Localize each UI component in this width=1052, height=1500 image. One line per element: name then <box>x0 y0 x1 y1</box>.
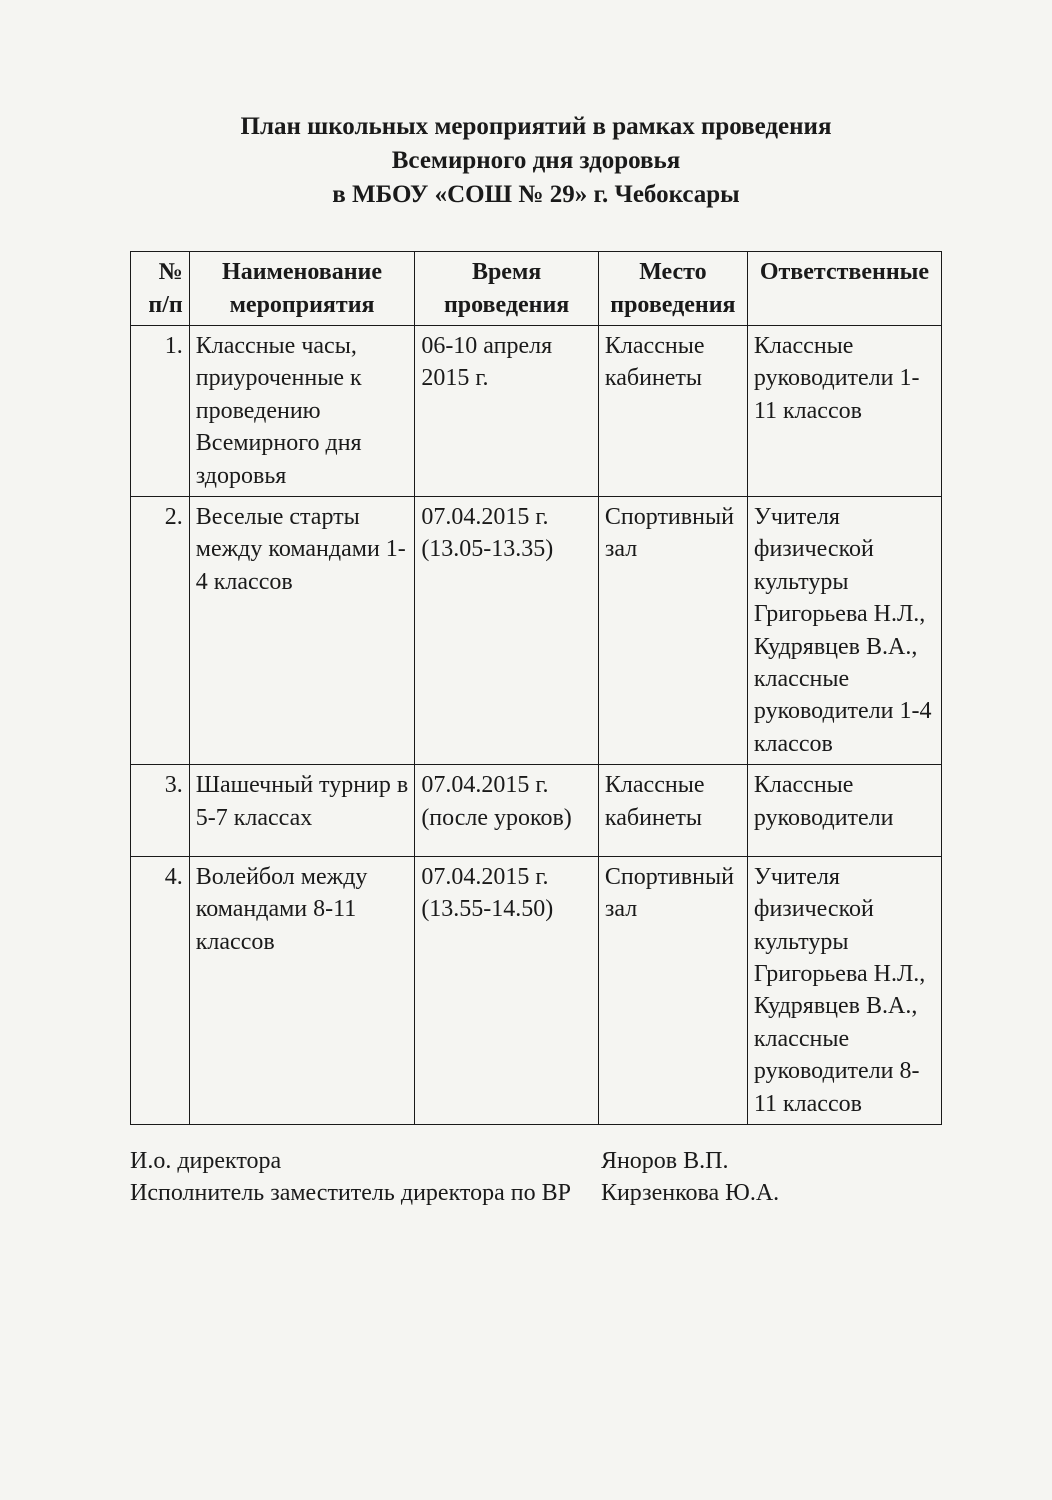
cell-place: Спортивный зал <box>598 856 747 1124</box>
executor-name: Кирзенкова Ю.А. <box>601 1177 942 1209</box>
signatures-block: И.о. директора Исполнитель заместитель д… <box>130 1145 942 1210</box>
title-line-1: План школьных мероприятий в рамках прове… <box>130 110 942 144</box>
cell-name: Шашечный турнир в 5-7 классах <box>189 765 415 857</box>
cell-time: 07.04.2015 г. (13.05-13.35) <box>415 496 599 764</box>
director-role: И.о. директора <box>130 1145 601 1177</box>
header-name: Наименование мероприятия <box>189 252 415 326</box>
cell-num: 4. <box>131 856 190 1124</box>
header-place: Место проведения <box>598 252 747 326</box>
cell-name: Классные часы, приуроченные к проведению… <box>189 326 415 497</box>
cell-name: Волейбол между командами 8-11 классов <box>189 856 415 1124</box>
title-line-2: Всемирного дня здоровья <box>130 144 942 178</box>
signature-left: И.о. директора Исполнитель заместитель д… <box>130 1145 601 1210</box>
document-title: План школьных мероприятий в рамках прове… <box>130 110 942 211</box>
table-row: 2. Веселые старты между командами 1-4 кл… <box>131 496 942 764</box>
cell-resp: Учителя физической культуры Григорьева Н… <box>747 856 941 1124</box>
executor-role: Исполнитель заместитель директора по ВР <box>130 1177 601 1209</box>
director-name: Яноров В.П. <box>601 1145 942 1177</box>
header-num: № п/п <box>131 252 190 326</box>
cell-place: Классные кабинеты <box>598 326 747 497</box>
cell-resp: Классные руководители 1-11 классов <box>747 326 941 497</box>
title-line-3: в МБОУ «СОШ № 29» г. Чебоксары <box>130 178 942 212</box>
cell-num: 1. <box>131 326 190 497</box>
header-time: Время проведения <box>415 252 599 326</box>
cell-place: Спортивный зал <box>598 496 747 764</box>
table-row: 3. Шашечный турнир в 5-7 классах 07.04.2… <box>131 765 942 857</box>
header-row: № п/п Наименование мероприятия Время про… <box>131 252 942 326</box>
signature-right: Яноров В.П. Кирзенкова Ю.А. <box>601 1145 942 1210</box>
cell-time: 07.04.2015 г. (13.55-14.50) <box>415 856 599 1124</box>
cell-place: Классные кабинеты <box>598 765 747 857</box>
events-table: № п/п Наименование мероприятия Время про… <box>130 251 942 1125</box>
cell-time: 07.04.2015 г. (после уроков) <box>415 765 599 857</box>
header-resp: Ответственные <box>747 252 941 326</box>
cell-resp: Классные руководители <box>747 765 941 857</box>
cell-resp: Учителя физической культуры Григорьева Н… <box>747 496 941 764</box>
cell-num: 2. <box>131 496 190 764</box>
cell-num: 3. <box>131 765 190 857</box>
table-row: 4. Волейбол между командами 8-11 классов… <box>131 856 942 1124</box>
cell-time: 06-10 апреля 2015 г. <box>415 326 599 497</box>
cell-name: Веселые старты между командами 1-4 класс… <box>189 496 415 764</box>
table-row: 1. Классные часы, приуроченные к проведе… <box>131 326 942 497</box>
